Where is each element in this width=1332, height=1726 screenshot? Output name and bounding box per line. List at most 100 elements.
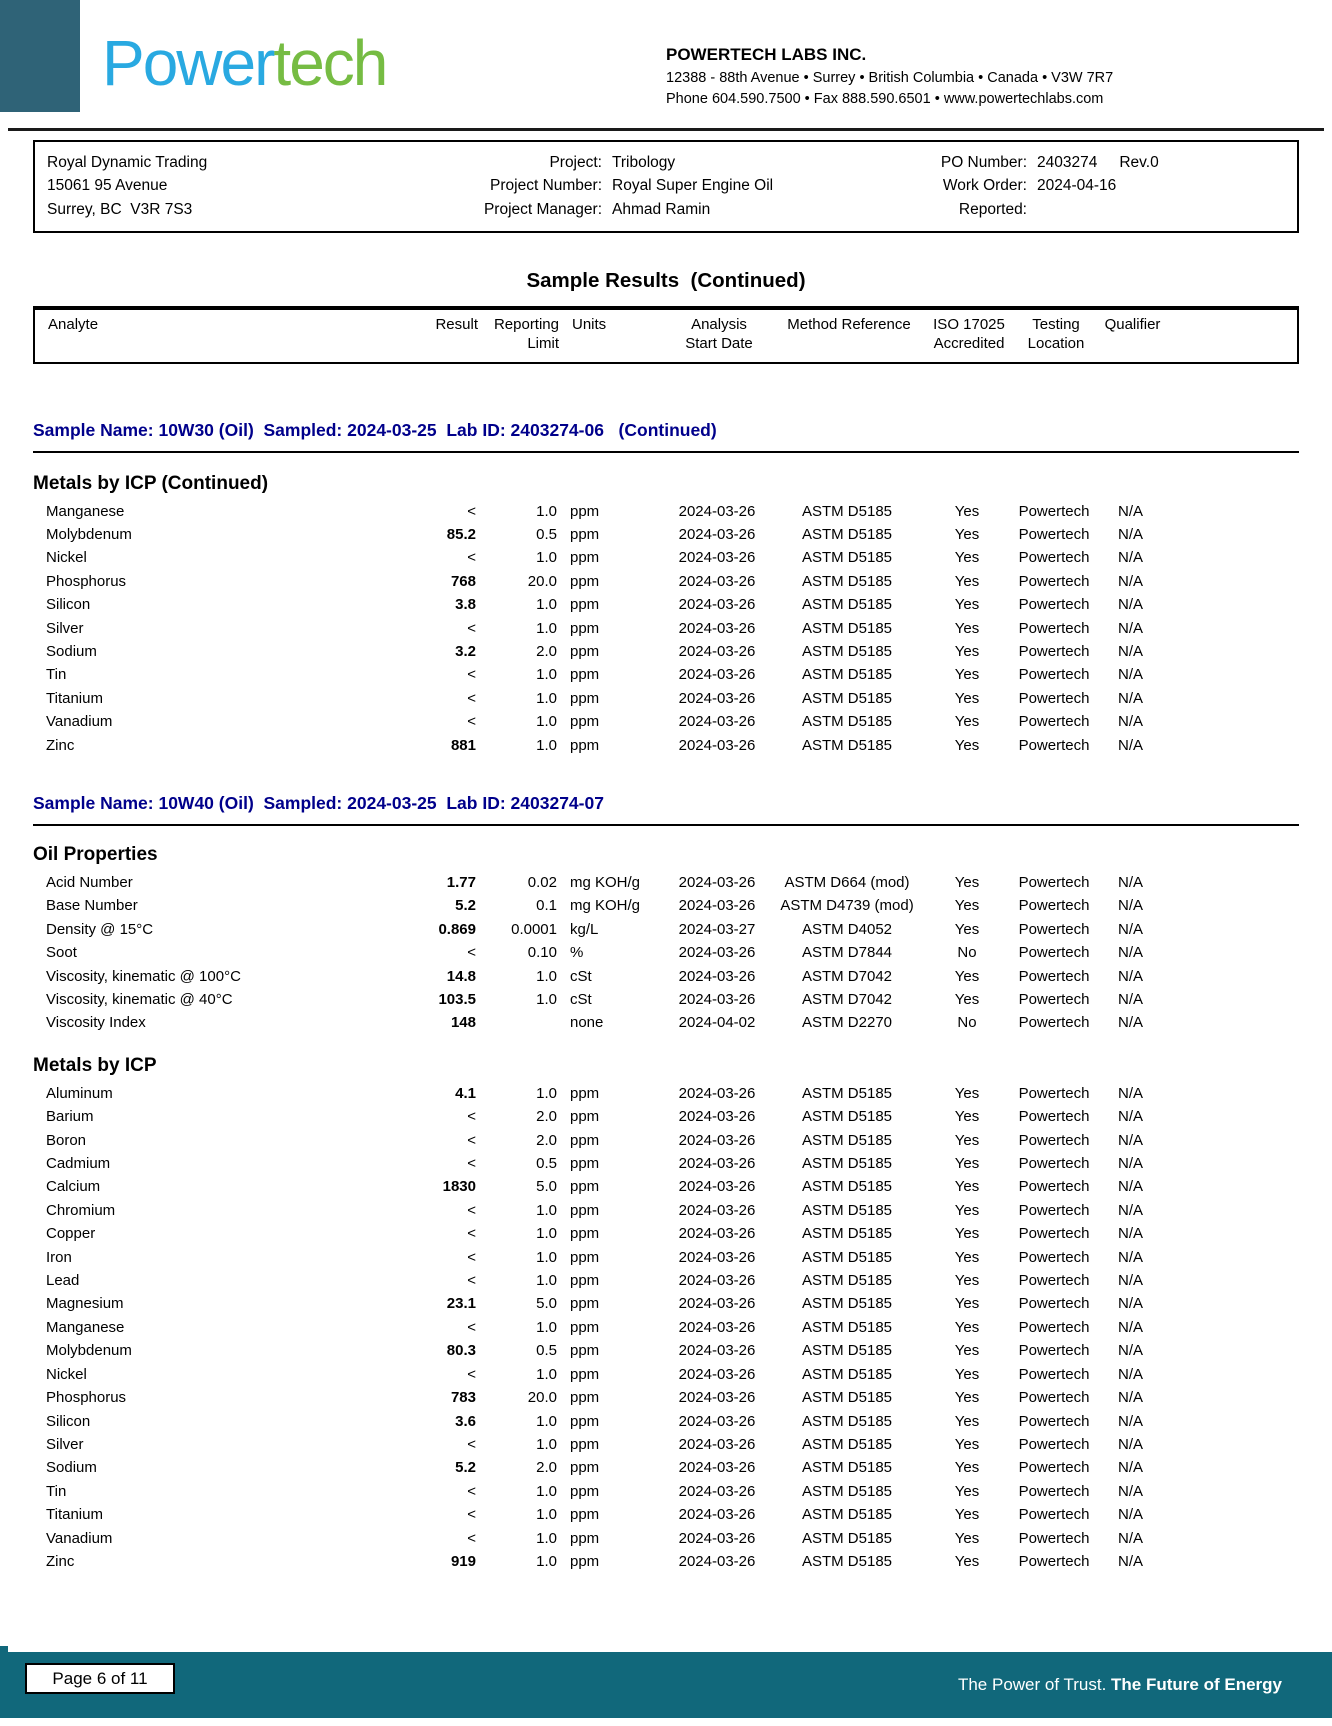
result-cell: 80.3 [446, 1342, 476, 1360]
result-cell: < [467, 1248, 476, 1266]
reporting-limit-cell: 1.0 [536, 1552, 557, 1570]
result-cell: < [467, 1108, 476, 1126]
company-address: 12388 - 88th Avenue • Surrey • British C… [666, 70, 1114, 86]
analysis-start-date-cell: 2024-03-26 [678, 1131, 756, 1149]
table-row: Nickel < 1.0 ppm 2024-03-26 ASTM D5185 Y… [33, 1363, 1299, 1386]
analyte-cell: Magnesium [46, 1295, 124, 1313]
analysis-start-date-cell: 2024-03-26 [678, 642, 756, 660]
analyte-cell: Tin [46, 1482, 67, 1500]
analyte-cell: Boron [46, 1131, 87, 1149]
analyte-cell: Base Number [46, 897, 138, 915]
qualifier-cell: N/A [1117, 619, 1143, 637]
reporting-limit-cell: 0.5 [536, 525, 557, 543]
qualifier-cell: N/A [1117, 1155, 1143, 1173]
qualifier-cell: N/A [1117, 1318, 1143, 1336]
iso-accredited-cell: Yes [954, 736, 980, 754]
testing-location-cell: Powertech [1018, 944, 1090, 962]
qualifier-cell: N/A [1117, 1272, 1143, 1290]
analyte-cell: Lead [46, 1272, 80, 1290]
iso-accredited-cell: Yes [954, 1552, 980, 1570]
units-cell: ppm [570, 1084, 600, 1102]
reporting-limit-cell: 0.5 [536, 1342, 557, 1360]
method-reference-cell: ASTM D664 (mod) [784, 873, 910, 891]
logo-text-power: Power [102, 27, 275, 99]
method-reference-cell: ASTM D5185 [801, 642, 893, 660]
units-cell: ppm [570, 1365, 600, 1383]
analyte-cell: Titanium [46, 1506, 103, 1524]
iso-accredited-cell: Yes [954, 502, 980, 520]
analysis-start-date-cell: 2024-03-26 [678, 1201, 756, 1219]
result-cell: 14.8 [446, 967, 476, 985]
analyte-cell: Molybdenum [46, 1342, 132, 1360]
project-number-label: Project Number: [490, 177, 602, 194]
page-number: Page 6 of 11 [52, 1668, 148, 1688]
reporting-limit-cell: 20.0 [527, 1389, 557, 1407]
testing-location-cell: Powertech [1018, 1178, 1090, 1196]
analyte-cell: Silicon [46, 596, 91, 614]
qualifier-cell: N/A [1117, 736, 1143, 754]
units-cell: ppm [570, 525, 600, 543]
iso-accredited-cell: Yes [954, 1201, 980, 1219]
analysis-start-date-cell: 2024-03-26 [678, 1506, 756, 1524]
column-header-method-reference: Method Reference [787, 315, 911, 333]
reporting-limit-cell: 2.0 [536, 1459, 557, 1477]
testing-location-cell: Powertech [1018, 1295, 1090, 1313]
method-reference-cell: ASTM D2270 [801, 1014, 893, 1032]
order-values: 2403274 Rev.0 2024-04-16 [1027, 151, 1297, 231]
table-row: Silicon 3.8 1.0 ppm 2024-03-26 ASTM D518… [33, 593, 1299, 616]
units-cell: ppm [570, 1389, 600, 1407]
analysis-start-date-cell: 2024-03-26 [678, 525, 756, 543]
analyte-cell: Viscosity, kinematic @ 100°C [46, 967, 241, 985]
sample-results-body: Sample Name: 10W30 (Oil) Sampled: 2024-0… [0, 420, 1332, 1574]
analyte-cell: Viscosity Index [46, 1014, 146, 1032]
method-reference-cell: ASTM D5185 [801, 1365, 893, 1383]
analysis-start-date-cell: 2024-03-26 [678, 897, 756, 915]
table-row: Vanadium < 1.0 ppm 2024-03-26 ASTM D5185… [33, 1527, 1299, 1550]
analysis-start-date-cell: 2024-03-26 [678, 873, 756, 891]
analyte-cell: Acid Number [46, 873, 133, 891]
reporting-limit-cell: 1.0 [536, 1201, 557, 1219]
analyte-cell: Copper [46, 1225, 96, 1243]
method-reference-cell: ASTM D5185 [801, 1155, 893, 1173]
method-reference-cell: ASTM D7042 [801, 991, 893, 1008]
iso-accredited-cell: Yes [954, 1482, 980, 1500]
units-cell: ppm [570, 1552, 600, 1570]
iso-accredited-cell: Yes [954, 1248, 980, 1266]
table-row: Copper < 1.0 ppm 2024-03-26 ASTM D5185 Y… [33, 1222, 1299, 1245]
table-row: Silver < 1.0 ppm 2024-03-26 ASTM D5185 Y… [33, 617, 1299, 640]
result-cell: < [467, 666, 476, 684]
table-column-headers: Analyte Result Reporting Limit Units Anal… [33, 305, 1299, 364]
reporting-limit-cell: 1.0 [536, 713, 557, 731]
reporting-limit-cell: 0.0001 [511, 920, 557, 938]
result-cell: 1.77 [446, 873, 476, 891]
analysis-start-date-cell: 2024-03-26 [678, 967, 756, 985]
units-cell: ppm [570, 666, 600, 684]
reporting-limit-cell: 1.0 [536, 1084, 557, 1102]
method-reference-cell: ASTM D5185 [801, 1552, 893, 1570]
qualifier-cell: N/A [1117, 1014, 1143, 1032]
analysis-start-date-cell: 2024-03-26 [678, 944, 756, 962]
analysis-start-date-cell: 2024-03-26 [678, 1108, 756, 1126]
units-cell: ppm [570, 1201, 600, 1219]
result-cell: < [467, 502, 476, 520]
result-cell: < [467, 1435, 476, 1453]
reporting-limit-cell: 2.0 [536, 1108, 557, 1126]
testing-location-cell: Powertech [1018, 1389, 1090, 1407]
qualifier-cell: N/A [1117, 1342, 1143, 1360]
iso-accredited-cell: Yes [954, 967, 980, 985]
reported-label: Reported: [958, 200, 1027, 218]
iso-accredited-cell: Yes [954, 1459, 980, 1477]
method-reference-cell: ASTM D4739 (mod) [780, 897, 914, 915]
iso-accredited-cell: Yes [954, 873, 980, 891]
result-cell: 148 [450, 1014, 476, 1032]
qualifier-cell: N/A [1117, 572, 1143, 590]
testing-location-cell: Powertech [1018, 967, 1090, 985]
method-reference-cell: ASTM D5185 [801, 502, 893, 520]
testing-location-cell: Powertech [1018, 666, 1090, 684]
client-name: Royal Dynamic Trading [47, 153, 208, 171]
method-reference-cell: ASTM D5185 [801, 1412, 893, 1430]
table-row: Tin < 1.0 ppm 2024-03-26 ASTM D5185 Yes … [33, 663, 1299, 686]
qualifier-cell: N/A [1117, 1178, 1143, 1196]
report-header: Powertech POWERTECH LABS INC. 12388 - 88… [0, 0, 1332, 128]
analysis-start-date-cell: 2024-03-26 [678, 689, 756, 707]
